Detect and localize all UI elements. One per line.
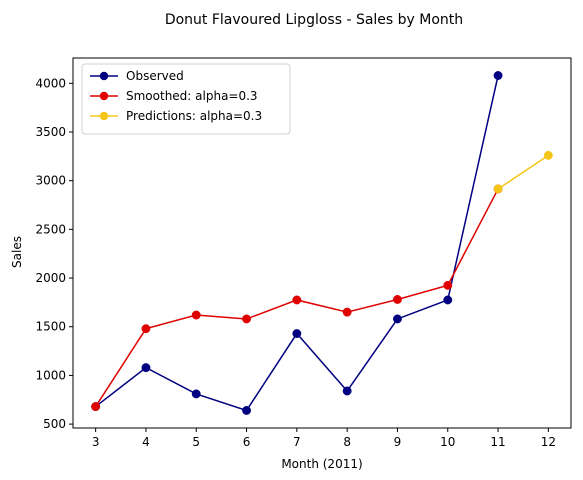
series-2-point [443, 280, 453, 290]
series-3-point [543, 150, 553, 160]
x-tick-label: 7 [293, 435, 301, 449]
y-tick-label: 3000 [35, 174, 66, 188]
x-tick-label: 8 [343, 435, 351, 449]
series-1-point [393, 314, 402, 324]
series-1-point [141, 363, 151, 373]
series-1-point [191, 389, 201, 399]
series-1-point [292, 329, 302, 339]
series-2-point [191, 310, 201, 320]
x-axis-label: Month (2011) [281, 457, 362, 471]
y-tick-label: 500 [43, 417, 66, 431]
x-tick-label: 10 [440, 435, 455, 449]
series-2-point [393, 295, 402, 304]
series-1-point [342, 386, 352, 396]
x-tick-label: 9 [394, 435, 402, 449]
legend-marker-2 [99, 91, 109, 101]
chart-title: Donut Flavoured Lipgloss - Sales by Mont… [165, 12, 463, 28]
legend-marker-1 [99, 71, 109, 81]
x-tick-label: 12 [541, 435, 556, 449]
y-axis-label: Sales [10, 236, 24, 268]
x-tick-label: 6 [243, 435, 251, 449]
x-tick-label: 5 [192, 435, 200, 449]
y-tick-label: 1000 [35, 368, 66, 382]
series-2-point [292, 295, 302, 305]
legend-box [81, 63, 291, 135]
legend-label-3: Predictions: alpha=0.3 [126, 109, 262, 123]
series-3-point [493, 184, 503, 194]
y-tick-label: 1500 [35, 320, 66, 334]
plot-area: 3 4 5 6 7 8 9 10 11 12 500 1000 1500 2000 2500 3000 3500… [35, 57, 572, 449]
x-tick-label: 11 [490, 435, 505, 449]
x-tick-label: 4 [142, 435, 150, 449]
series-1-point [493, 71, 503, 80]
series-1-point [242, 406, 251, 415]
axes-frame [72, 57, 572, 429]
series-2-point [91, 402, 101, 412]
series-2-point [342, 307, 352, 317]
series-1-point [443, 295, 453, 305]
legend-marker-3 [99, 111, 109, 121]
x-tick-label: 3 [92, 435, 100, 449]
y-tick-label: 3500 [35, 125, 66, 139]
y-tick-label: 2500 [35, 222, 66, 236]
series-2-point [141, 324, 151, 334]
y-tick-label: 2000 [35, 271, 66, 285]
legend-label-1: Observed [126, 69, 184, 83]
series-line-3 [497, 154, 549, 190]
y-tick-label: 4000 [35, 76, 66, 90]
legend-label-2: Smoothed: alpha=0.3 [126, 89, 258, 103]
series-2-point [242, 314, 251, 324]
